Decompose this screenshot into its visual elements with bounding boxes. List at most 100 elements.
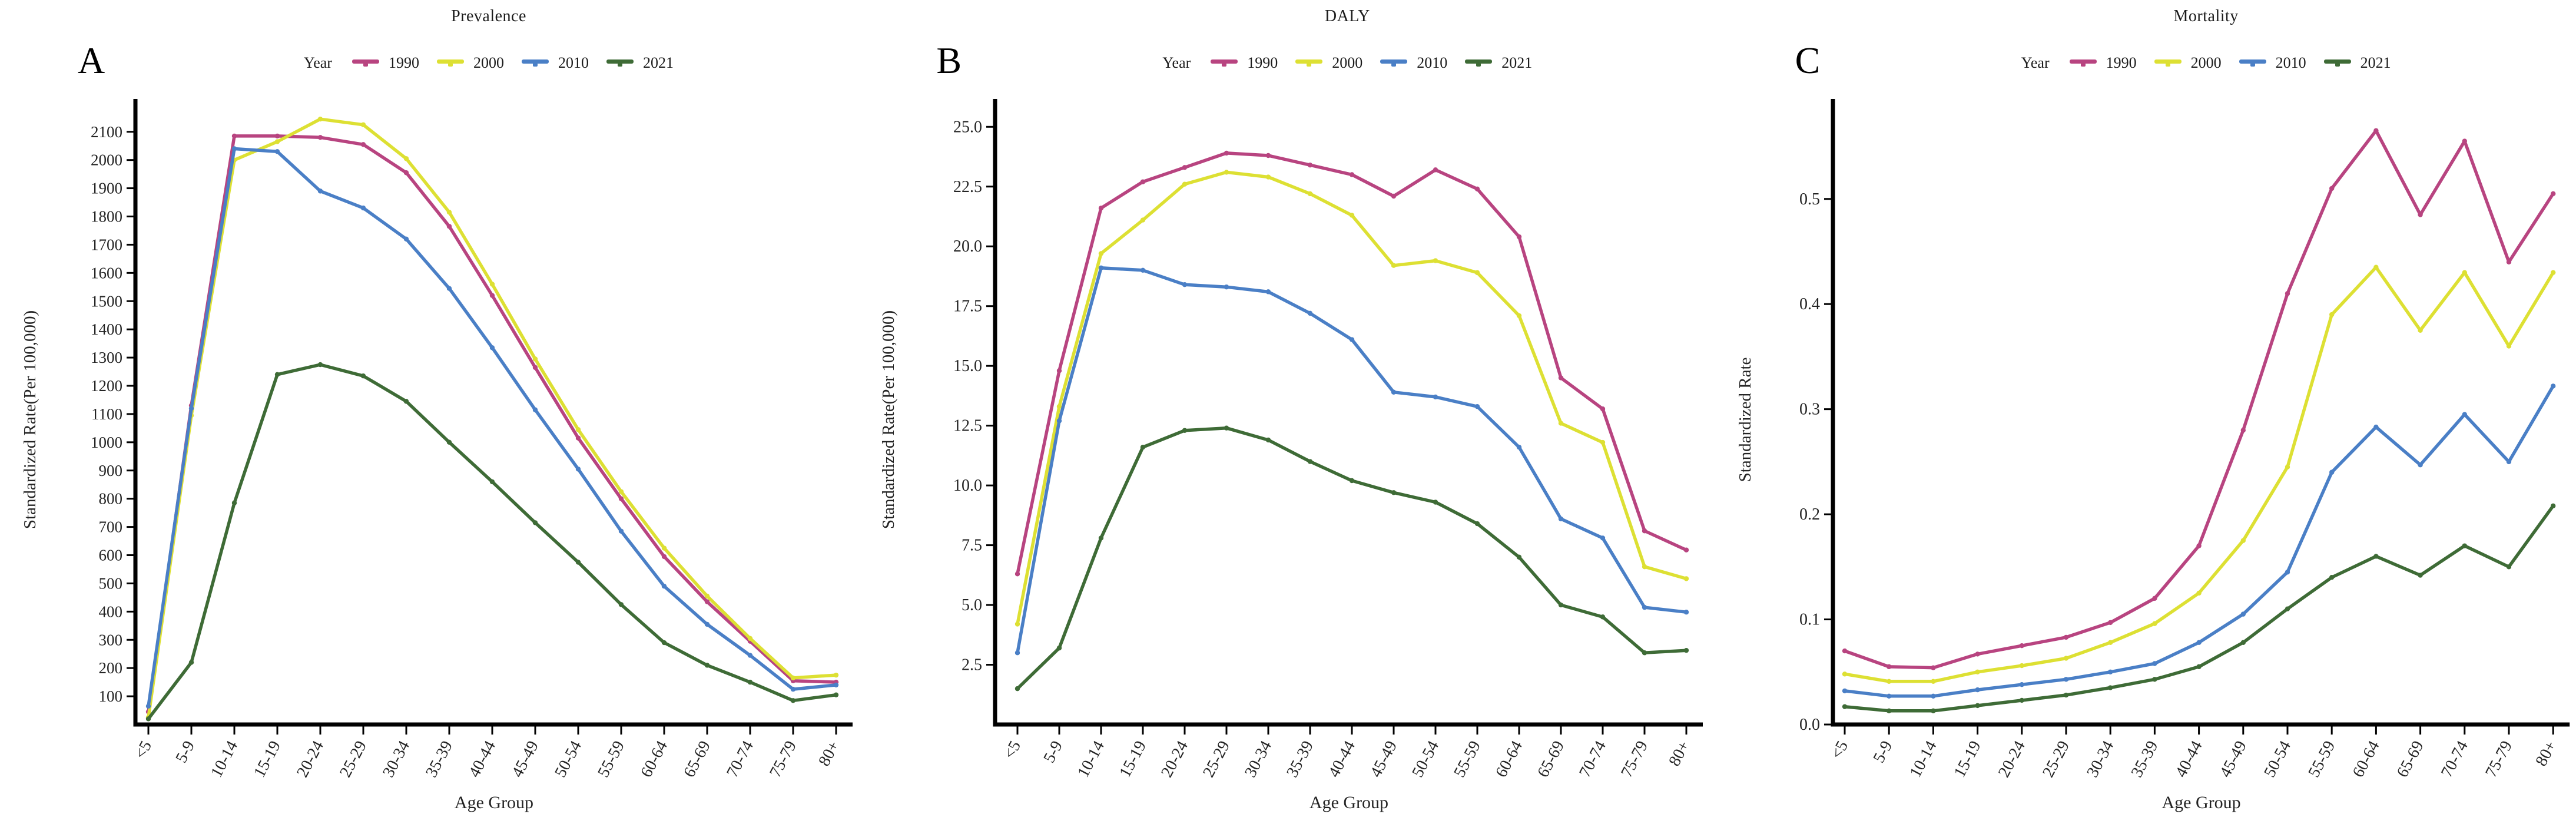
legend-line-swatch xyxy=(2323,58,2351,68)
data-point-2021 xyxy=(1391,490,1397,495)
x-tick-label: 65-69 xyxy=(680,738,714,780)
data-point-1990 xyxy=(2550,191,2556,197)
data-point-2010 xyxy=(1600,535,1606,541)
data-point-1990 xyxy=(1182,165,1188,170)
series-line-2021 xyxy=(1016,426,1689,690)
data-point-2000 xyxy=(2285,464,2290,470)
data-point-1990 xyxy=(1350,172,1355,177)
legend-line-swatch xyxy=(1211,58,1238,68)
data-point-1990 xyxy=(489,293,495,298)
data-point-2021 xyxy=(618,602,624,607)
data-point-1990 xyxy=(1099,206,1104,211)
data-point-2010 xyxy=(1886,693,1892,699)
panel-daly: B DALY Year 1990 2000 2010 2021 2.5 5.0 7.5 10.… xyxy=(858,0,1717,827)
data-point-2010 xyxy=(1141,267,1146,273)
data-point-2010 xyxy=(188,406,194,411)
data-point-2000 xyxy=(403,156,409,161)
data-point-2010 xyxy=(704,621,710,627)
data-point-2010 xyxy=(2151,661,2157,666)
data-point-2021 xyxy=(2107,685,2113,690)
data-point-2000 xyxy=(360,122,366,127)
data-point-2000 xyxy=(1684,576,1689,581)
series-line-2021 xyxy=(1842,504,2555,713)
data-point-2021 xyxy=(145,716,151,722)
data-point-2021 xyxy=(532,520,538,525)
data-point-1990 xyxy=(1433,167,1438,173)
series-line-2000 xyxy=(1842,266,2555,683)
data-point-2000 xyxy=(317,116,323,122)
x-tick-label: 60-64 xyxy=(1492,738,1526,780)
data-point-2000 xyxy=(1475,270,1480,276)
data-point-2021 xyxy=(2240,640,2246,646)
x-tick-label: 80+ xyxy=(815,738,843,769)
y-tick-label: 1700 xyxy=(91,236,122,253)
data-point-1990 xyxy=(618,496,624,501)
panel-title: Mortality xyxy=(2173,7,2239,25)
x-axis-label: Age Group xyxy=(2161,793,2240,812)
x-tick-label: 20-24 xyxy=(293,738,327,780)
data-point-2021 xyxy=(1099,535,1104,541)
legend-item-label: 2000 xyxy=(1332,54,1363,71)
x-tick-label: 55-59 xyxy=(1450,738,1484,780)
legend-line-swatch xyxy=(2069,58,2097,68)
legend-item-label: 2010 xyxy=(2275,54,2306,71)
data-point-2000 xyxy=(1642,564,1647,570)
data-point-2010 xyxy=(274,149,280,154)
y-tick-label: 1500 xyxy=(91,292,122,310)
panel-letter: A xyxy=(78,39,105,81)
data-point-2000 xyxy=(1224,170,1229,175)
data-point-2010 xyxy=(1433,394,1438,400)
legend-item-1990: 1990 xyxy=(2069,54,2137,72)
x-tick-label: 50-54 xyxy=(1408,738,1443,780)
series-line-2010 xyxy=(1842,384,2555,698)
data-point-1990 xyxy=(1684,547,1689,553)
legend-line-swatch xyxy=(521,58,549,68)
legend: Year 1990 2000 2010 2021 xyxy=(994,54,1700,72)
legend: Year 1990 2000 2010 2021 xyxy=(1853,54,2560,72)
data-point-2000 xyxy=(1886,679,1892,684)
legend-line-swatch xyxy=(2239,58,2266,68)
data-point-2000 xyxy=(1182,181,1188,187)
data-point-2000 xyxy=(274,139,280,144)
data-point-2010 xyxy=(2329,469,2335,475)
data-point-2010 xyxy=(2418,462,2423,468)
legend-line-swatch xyxy=(1465,58,1493,68)
y-tick-label: 12.5 xyxy=(953,417,982,435)
x-tick-label: 25-29 xyxy=(2039,738,2073,780)
y-tick-label: 22.5 xyxy=(953,178,982,196)
legend-line-swatch xyxy=(1295,58,1323,68)
x-tick-label: 70-74 xyxy=(1576,738,1610,780)
data-point-2021 xyxy=(1266,437,1271,443)
series-line-2000 xyxy=(147,117,838,719)
data-point-2010 xyxy=(1391,389,1397,395)
data-point-2010 xyxy=(575,467,581,472)
y-tick-label: 1900 xyxy=(91,180,122,197)
data-point-1990 xyxy=(1975,651,1980,657)
data-point-2021 xyxy=(1930,708,1936,714)
y-tick-label: 200 xyxy=(99,659,123,677)
x-tick-label: 20-24 xyxy=(1995,738,2029,780)
data-point-2000 xyxy=(1517,313,1522,319)
y-tick-label: 1200 xyxy=(91,377,122,395)
legend-item-2000: 2000 xyxy=(1295,54,1362,72)
data-point-2010 xyxy=(1266,289,1271,295)
y-tick-label: 7.5 xyxy=(962,537,982,555)
data-point-2010 xyxy=(231,146,237,151)
legend-item-2021: 2021 xyxy=(2323,54,2391,72)
data-point-2021 xyxy=(446,439,452,445)
x-tick-label: 50-54 xyxy=(551,738,585,780)
data-point-2000 xyxy=(1015,621,1020,627)
data-point-2021 xyxy=(1182,428,1188,433)
x-tick-label: 65-69 xyxy=(1534,738,1568,780)
data-point-2010 xyxy=(2550,383,2556,389)
x-tick-label: 25-29 xyxy=(336,738,370,780)
data-point-1990 xyxy=(532,365,538,371)
data-point-1990 xyxy=(1842,648,1847,654)
data-point-2000 xyxy=(1057,403,1062,409)
x-tick-label: 35-39 xyxy=(422,738,456,780)
x-tick-label: 10-14 xyxy=(1906,738,1940,780)
mortality-plot: 0.0 0.1 0.2 0.3 0.4 0.5 <5 5-9 10-14 15-19 20-24 25… xyxy=(1736,99,2570,812)
data-point-2021 xyxy=(1559,602,1564,608)
legend-line-swatch xyxy=(606,58,634,68)
x-tick-label: 55-59 xyxy=(2305,738,2339,780)
